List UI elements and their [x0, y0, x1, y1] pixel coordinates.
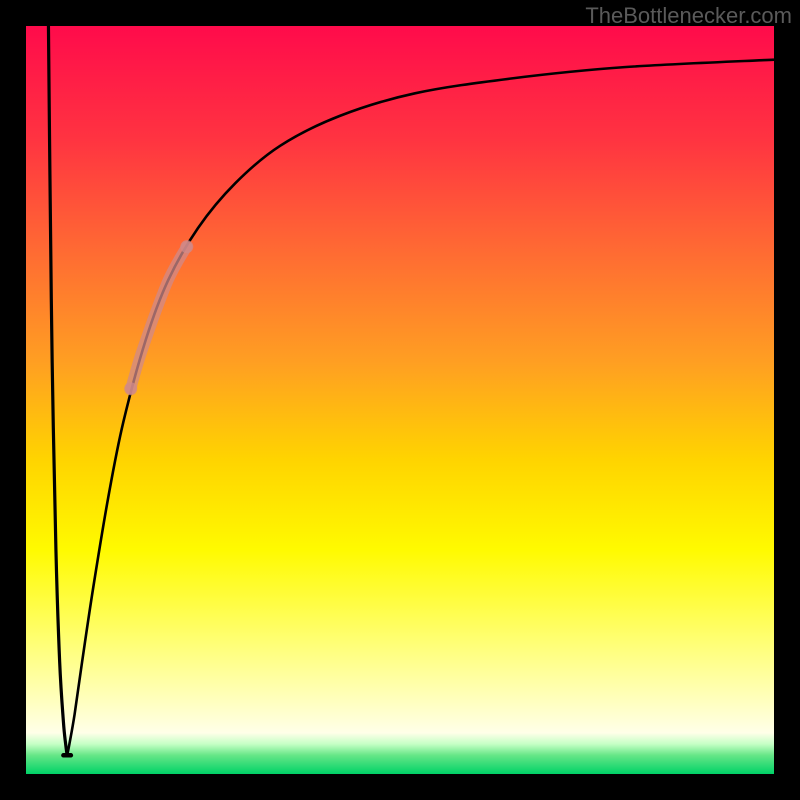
watermark-text: TheBottlenecker.com [585, 3, 792, 29]
highlight-end-low [124, 382, 137, 395]
chart-canvas [0, 0, 800, 800]
bottleneck-chart: TheBottlenecker.com [0, 0, 800, 800]
highlight-end-high [180, 240, 193, 253]
chart-background [26, 26, 774, 774]
